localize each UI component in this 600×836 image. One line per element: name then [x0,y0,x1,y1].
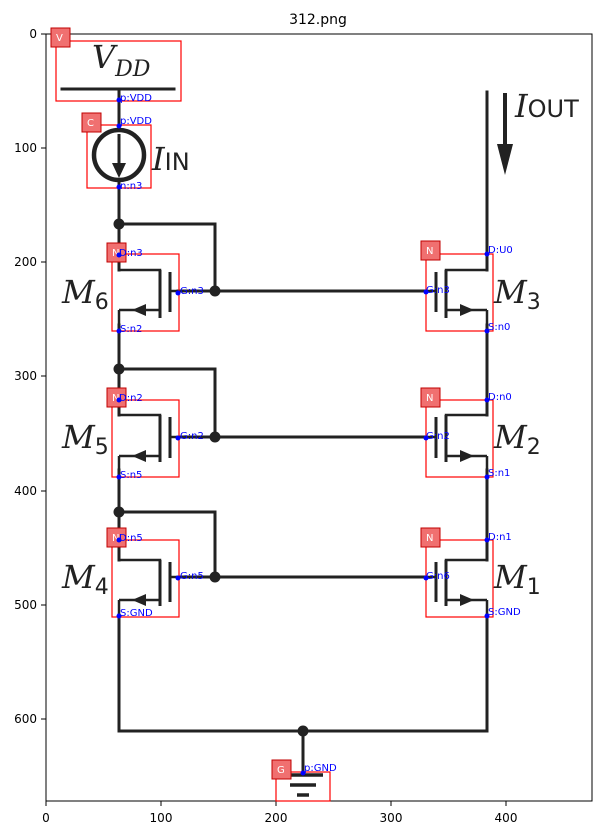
pin-label: G:n5 [180,571,204,582]
junction-dot [113,218,125,230]
label-m5: M5 [61,418,109,460]
pin-dots [116,97,490,776]
y-tick-label: 600 [14,712,37,726]
x-axis: 0 100 200 300 400 [42,801,517,825]
pin-label: D:n5 [119,533,143,544]
iout-arrow-head [497,144,513,175]
x-tick-label: 200 [265,811,288,825]
schematic: VDD IIN IOUT [60,38,579,797]
pin-label: S:GND [488,607,521,618]
x-tick-label: 400 [495,811,518,825]
svg-text:C: C [87,118,94,129]
label-m1: M1 [493,558,541,600]
pin-label: S:n0 [488,322,510,333]
svg-text:V: V [56,33,63,44]
pin-label: S:n2 [120,324,142,335]
pin-label: p:VDD [120,116,152,127]
tag-m5: N [106,387,127,408]
figure-title: 312.png [289,12,347,28]
label-m2: M2 [493,418,541,460]
tag-m4: N [106,527,127,548]
diode-link-m6 [117,222,217,293]
pin-label: D:n2 [119,393,143,404]
y-tick-label: 200 [14,255,37,269]
tag-m2: N [420,387,441,408]
pin-label: D:n3 [119,248,143,259]
pin-label: n:n3 [120,181,142,192]
pin-label: G:n3 [180,286,204,297]
tag-current-source: C [81,112,102,133]
svg-text:N: N [426,393,433,404]
junction-dot [113,506,125,518]
junction-dot [209,285,221,297]
iin-symbol: IIN [151,140,190,178]
transistor-m4 [117,558,178,615]
y-tick-label: 100 [14,141,37,155]
label-m3: M3 [493,273,541,315]
pin-label: p:VDD [120,93,152,104]
vdd-symbol: VDD [92,38,151,82]
svg-text:N: N [112,533,119,544]
transistor-m6 [117,268,178,325]
pin-label: S:n5 [120,470,142,481]
pin-label: G:n6 [426,571,450,582]
tag-ground: G [271,759,292,780]
pin-label: D:U0 [488,245,513,256]
y-tick-label: 400 [14,484,37,498]
y-tick-label: 500 [14,598,37,612]
transistor-m2 [426,413,489,470]
x-tick-label: 300 [380,811,403,825]
pin-label: p:GND [304,763,337,774]
pin-label: G:n3 [426,285,450,296]
x-tick-label: 0 [42,811,50,825]
current-source-arrow-head [112,163,126,178]
svg-text:N: N [112,248,119,259]
pin-label: G:n2 [426,431,450,442]
tag-vdd: V [50,27,71,48]
svg-text:N: N [112,393,119,404]
diode-link-m5 [117,367,217,439]
junction-dot [297,725,309,737]
svg-text:N: N [426,246,433,257]
svg-text:G: G [277,765,285,776]
transistor-m1 [426,558,489,615]
svg-text:N: N [426,533,433,544]
x-tick-label: 100 [150,811,173,825]
label-m4: M4 [61,558,109,600]
pin-label: S:n1 [488,468,510,479]
y-tick-label: 300 [14,369,37,383]
y-axis: 0 100 200 300 400 500 600 [14,27,46,726]
junction-dot [113,363,125,375]
annotations: V C G N N N N N N p:VDD p:VDD n:n3 p:GND… [50,27,521,802]
y-tick-label: 0 [29,27,37,41]
label-m6: M6 [61,273,109,315]
junction-dot [209,571,221,583]
tag-m3: N [420,240,441,261]
transistor-m5 [117,413,178,470]
pin-label: S:GND [120,608,153,619]
pin-label: G:n2 [180,431,204,442]
tag-m1: N [420,527,441,548]
pin-label: D:n1 [488,532,512,543]
diode-link-m4 [117,510,217,579]
pin-label: D:n0 [488,392,512,403]
tag-m6: N [106,242,127,263]
junction-dot [209,431,221,443]
transistor-m3 [426,268,489,325]
iout-symbol: IOUT [514,87,579,125]
